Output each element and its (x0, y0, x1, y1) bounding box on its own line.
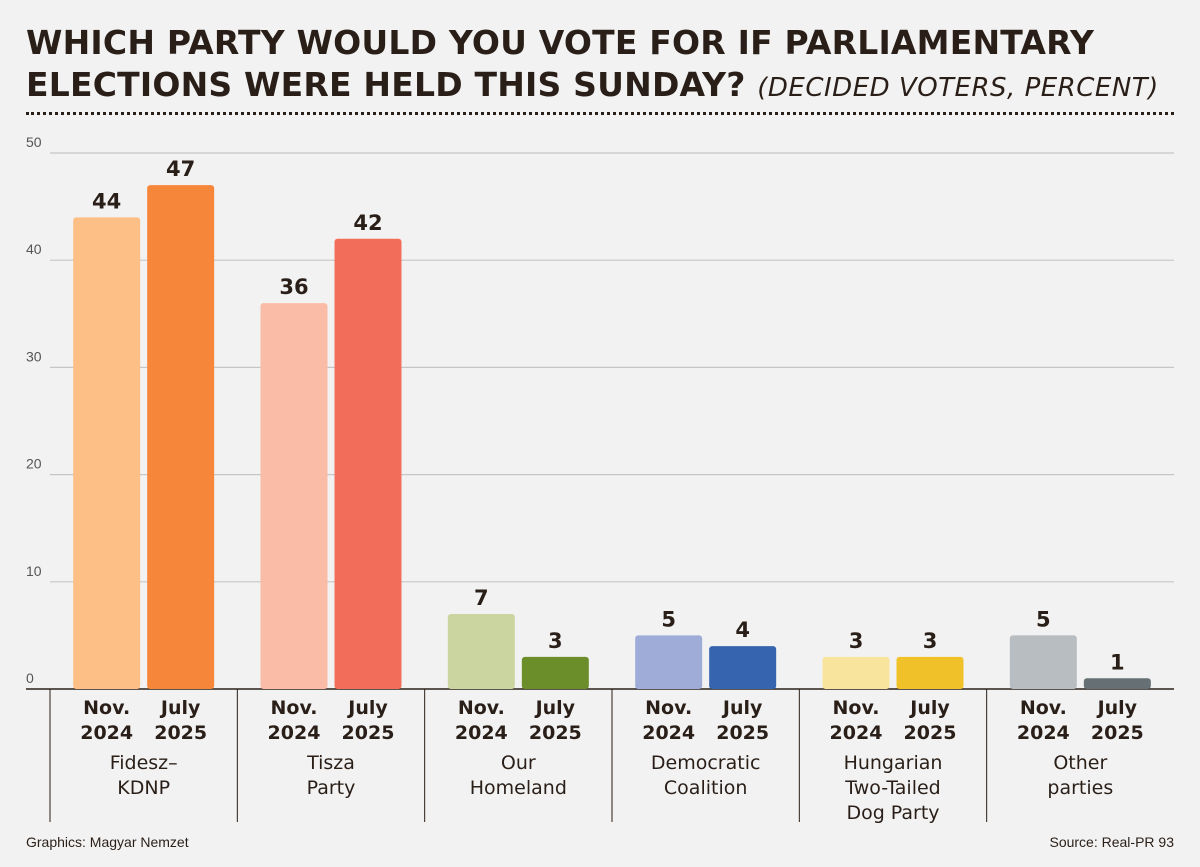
graphics-credit: Graphics: Magyar Nemzet (26, 834, 189, 850)
bar (822, 656, 890, 689)
data-label: 42 (353, 211, 382, 235)
title-divider (26, 112, 1174, 115)
period-label: Nov. (458, 697, 505, 719)
y-tick-label: 30 (26, 348, 42, 364)
category-label: Our (501, 752, 536, 774)
bar (521, 656, 589, 689)
category-label: Two-Tailed (844, 777, 941, 799)
category-label: Homeland (470, 777, 567, 799)
period-label: 2024 (455, 722, 508, 744)
data-label: 5 (661, 607, 676, 631)
bar (447, 613, 515, 689)
bar (147, 185, 215, 689)
period-label: July (721, 697, 763, 719)
bar (896, 656, 964, 689)
category-label: KDNP (117, 777, 170, 799)
y-tick-label: 10 (26, 563, 42, 579)
data-label: 1 (1110, 650, 1125, 674)
chart-title: WHICH PARTY WOULD YOU VOTE FOR IF PARLIA… (26, 22, 1176, 109)
y-tick-label: 50 (26, 134, 42, 150)
data-label: 5 (1036, 607, 1051, 631)
period-label: Nov. (270, 697, 317, 719)
period-label: July (159, 697, 201, 719)
bar (635, 635, 703, 689)
data-label: 47 (166, 157, 195, 181)
category-label: Hungarian (844, 752, 943, 774)
chart-subtitle: (DECIDED VOTERS, PERCENT) (757, 73, 1159, 103)
period-label: July (908, 697, 950, 719)
period-label: Nov. (83, 697, 130, 719)
y-tick-label: 40 (26, 241, 42, 257)
y-tick-label: 20 (26, 456, 42, 472)
category-label: Fidesz– (110, 752, 178, 774)
source-note: Source: Real-PR 93 (1049, 834, 1174, 850)
bar (73, 217, 141, 689)
period-label: 2025 (1091, 722, 1144, 744)
period-label: 2025 (716, 722, 769, 744)
period-label: 2025 (529, 722, 582, 744)
y-tick-label: 0 (26, 670, 34, 686)
title-text: WHICH PARTY WOULD YOU VOTE FOR IF PARLIA… (26, 23, 1095, 104)
period-label: 2025 (904, 722, 957, 744)
category-label: Tisza (306, 752, 355, 774)
period-label: 2025 (154, 722, 207, 744)
period-label: 2024 (642, 722, 695, 744)
period-label: 2024 (1017, 722, 1070, 744)
data-label: 3 (923, 629, 938, 653)
bar (709, 646, 777, 689)
period-label: 2024 (80, 722, 133, 744)
category-label: Party (307, 777, 356, 799)
period-label: Nov. (1020, 697, 1067, 719)
period-label: July (346, 697, 388, 719)
period-label: 2025 (342, 722, 395, 744)
category-label: Coalition (664, 777, 748, 799)
period-label: Nov. (832, 697, 879, 719)
data-label: 36 (279, 275, 308, 299)
period-label: 2024 (268, 722, 321, 744)
period-label: July (1096, 697, 1138, 719)
bar (1083, 678, 1151, 689)
bar (260, 303, 328, 689)
data-label: 4 (735, 618, 750, 642)
data-label: 3 (849, 629, 864, 653)
bar (1009, 635, 1077, 689)
bar (334, 238, 402, 689)
category-label: Dog Party (846, 802, 939, 824)
category-label: parties (1047, 777, 1113, 799)
data-label: 3 (548, 629, 563, 653)
data-label: 7 (474, 586, 489, 610)
category-label: Democratic (651, 752, 761, 774)
data-label: 44 (92, 189, 121, 213)
category-label: Other (1053, 752, 1107, 774)
period-label: 2024 (830, 722, 883, 744)
period-label: July (534, 697, 576, 719)
period-label: Nov. (645, 697, 692, 719)
